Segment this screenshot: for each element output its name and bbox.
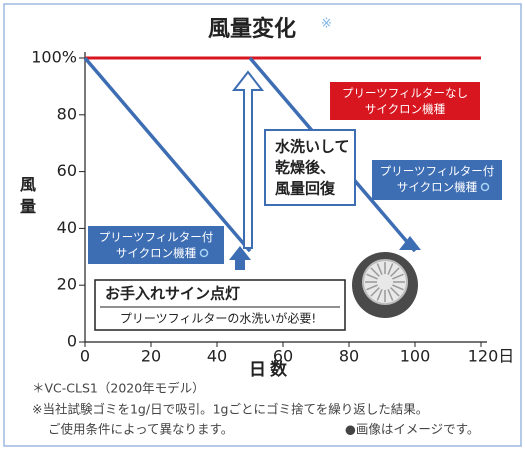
y-tick-label: 0 — [67, 332, 77, 351]
filter-pleat — [366, 284, 378, 291]
legend-filter-right: プリーツフィルター付サイクロン機種 — [380, 164, 495, 194]
x-axis-label: 日数 — [249, 359, 291, 380]
footnote-model: ＊VC-CLS1（2020年モデル） — [32, 381, 205, 396]
y-tick-label: 40 — [57, 218, 77, 237]
x-tick-label: 40 — [207, 347, 227, 366]
sign-box — [94, 279, 346, 331]
y-tick-label: 100% — [31, 48, 77, 67]
legend-no-filter-line: サイクロン機種 — [365, 102, 446, 116]
recovery-text: 水洗いして — [275, 138, 350, 156]
x-tick-label: 60 — [273, 347, 293, 366]
x-tick-label: 120日 — [468, 347, 515, 366]
y-axis-label-char: 量 — [20, 197, 36, 216]
title-mark: ※ — [321, 17, 332, 32]
filter-pleat — [390, 267, 400, 277]
snowflake-icon — [199, 248, 209, 258]
arrow — [229, 246, 251, 270]
filter-pleat — [376, 263, 383, 275]
frame — [3, 3, 522, 447]
y-tick-label: 20 — [57, 275, 77, 294]
legend-filter-right-line: プリーツフィルター付 — [380, 164, 495, 178]
filter-pleat — [387, 263, 394, 275]
legend-filter-right-box — [372, 160, 502, 200]
recovery-text: 乾燥後、 — [275, 159, 335, 177]
filter-pleat — [392, 284, 404, 291]
filter-pleat — [366, 273, 378, 280]
filter-pleat — [392, 273, 404, 280]
sign-text: プリーツフィルターの水洗いが必要! — [120, 311, 316, 326]
legend-no-filter: プリーツフィルターなしサイクロン機種 — [342, 86, 468, 116]
legend-filter-right-line: サイクロン機種 — [397, 180, 478, 194]
filter-pleat — [370, 287, 380, 297]
footnote-image: ●画像はイメージです。 — [345, 422, 479, 437]
y-axis-label-char: 風 — [20, 175, 36, 194]
filter-pleat — [387, 289, 394, 301]
x-tick-label: 100 — [400, 347, 431, 366]
filter-pleat — [376, 289, 383, 301]
footnote-test: ※当社試験ゴミを1g/日で吸引。1gごとにゴミ捨てを繰り返した結果。 — [32, 402, 428, 417]
x-tick-label: 20 — [141, 347, 161, 366]
legend-filter-left-line: サイクロン機種 — [116, 246, 197, 260]
x-tick-label: 0 — [80, 347, 90, 366]
recovery-box — [264, 129, 356, 206]
legend-no-filter-line: プリーツフィルターなし — [342, 86, 468, 100]
legend-filter-left-line: プリーツフィルター付 — [99, 230, 214, 244]
chart-title: 風量変化 — [208, 16, 296, 42]
y-tick-label: 60 — [57, 161, 77, 180]
legend-filter-left: プリーツフィルター付サイクロン機種 — [99, 230, 214, 260]
y-axis-label: 風量 — [20, 175, 36, 216]
x-tick-label: 80 — [339, 347, 359, 366]
footnote-conditions: ご使用条件によって異なります。 — [48, 422, 233, 437]
recovery-arrow — [231, 70, 265, 249]
y-tick-label: 80 — [57, 104, 77, 123]
sign-title: お手入れサイン点灯 — [105, 285, 240, 303]
arrow — [399, 236, 421, 250]
recovery-text: 風量回復 — [275, 180, 336, 198]
filter-pleat — [370, 267, 380, 277]
filter-pleat — [390, 287, 400, 297]
legend-no-filter-box — [330, 82, 480, 120]
snowflake-icon — [480, 182, 490, 192]
legend-filter-left-box — [88, 226, 224, 264]
